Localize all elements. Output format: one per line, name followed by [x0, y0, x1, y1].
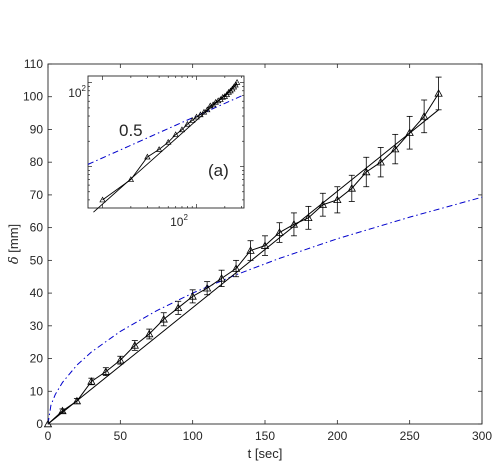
- x-tick-label: 50: [114, 429, 128, 443]
- inset-series-fit-line: [87, 94, 245, 165]
- data-point-marker: [217, 274, 226, 282]
- inset-data-point-marker: [214, 97, 222, 104]
- y-tick-label: 110: [24, 57, 43, 71]
- main-axis-ticks: 0 50 100 150 200 250 3000102030405060708090100…: [23, 57, 492, 443]
- inset-data-point-marker: [189, 117, 196, 123]
- x-tick-label: 150: [255, 429, 275, 443]
- y-tick-label: 20: [30, 352, 44, 366]
- data-point-marker: [246, 246, 255, 254]
- data-point-marker: [304, 213, 313, 222]
- x-tick-label: 300: [472, 429, 492, 443]
- data-point-marker: [347, 184, 356, 192]
- y-tick-label: 70: [30, 188, 44, 202]
- inset-data-point-marker: [221, 93, 229, 99]
- inset-y-tick-base: 10: [68, 86, 82, 100]
- inset-data-point-marker: [127, 176, 135, 182]
- y-axis-label: δ [mm]: [6, 224, 22, 264]
- inset-data-point-marker: [144, 153, 151, 160]
- y-tick-label: 80: [30, 155, 44, 169]
- inset-y-tick-exp: 2: [82, 84, 87, 93]
- data-point-marker: [275, 228, 284, 236]
- inset-panel-label: (a): [208, 161, 229, 180]
- x-tick-label: 200: [327, 429, 347, 443]
- x-axis-label: t [sec]: [248, 446, 283, 461]
- data-point-marker: [405, 128, 414, 136]
- x-tick-label: 0: [45, 429, 52, 443]
- y-tick-label: 10: [30, 384, 44, 398]
- x-tick-label: 250: [400, 429, 420, 443]
- data-point-marker: [391, 144, 400, 153]
- data-point-marker: [260, 241, 270, 249]
- inset-plot-layer: [87, 76, 245, 213]
- data-point-marker: [289, 220, 299, 228]
- data-point-marker: [72, 396, 82, 405]
- x-tick-label: 100: [183, 429, 203, 443]
- inset-x-tick-base: 10: [170, 215, 184, 229]
- data-point-marker: [231, 264, 241, 272]
- data-point-marker: [174, 303, 183, 312]
- data-point-marker: [419, 112, 429, 120]
- data-point-marker: [202, 283, 212, 292]
- inset-x-tick-label: 102: [170, 213, 188, 229]
- inset-data-point-marker: [184, 120, 191, 127]
- inset-x-tick-exp: 2: [183, 213, 188, 222]
- inset-series-linear-line: [93, 83, 238, 213]
- inset-y-tick-label: 102: [68, 84, 86, 100]
- inset-data-point-marker: [233, 78, 241, 85]
- y-axis-label-unit: [mm]: [6, 224, 21, 257]
- inset-data-point-marker: [225, 88, 232, 95]
- inset-data-point-marker: [172, 131, 179, 138]
- inset-frame: [87, 75, 245, 209]
- series-data-line: [47, 93, 440, 425]
- data-point-marker: [116, 355, 125, 364]
- y-tick-label: 50: [30, 253, 44, 267]
- y-tick-label: 0: [36, 417, 43, 431]
- y-tick-label: 100: [23, 90, 43, 104]
- inset-data-point-marker: [155, 146, 163, 152]
- data-point-marker: [362, 167, 371, 176]
- data-point-marker: [318, 200, 328, 208]
- data-point-marker: [130, 341, 139, 349]
- inset-data-point-marker: [212, 98, 219, 105]
- series-linear-line: [47, 109, 439, 425]
- data-point-marker: [333, 195, 342, 204]
- y-tick-label: 40: [30, 286, 44, 300]
- series-fit-line: [47, 196, 483, 425]
- data-point-marker: [58, 406, 67, 415]
- data-point-marker: [376, 157, 385, 166]
- inset-data-point-marker: [204, 106, 211, 113]
- inset-slope-label: 0.5: [119, 121, 143, 140]
- data-point-marker: [145, 329, 154, 338]
- inset-data-point-marker: [178, 126, 186, 133]
- y-axis-label-symbol: δ: [7, 256, 22, 264]
- data-point-marker: [159, 314, 168, 323]
- data-point-marker: [188, 292, 197, 300]
- data-point-marker: [101, 367, 111, 375]
- y-tick-label: 90: [30, 122, 44, 136]
- inset-data-point-marker: [165, 138, 172, 145]
- data-point-marker: [434, 89, 443, 97]
- y-tick-label: 30: [30, 319, 44, 333]
- inset-data-point-marker: [227, 87, 234, 94]
- y-tick-label: 60: [30, 221, 44, 235]
- main-plot-layer: [43, 76, 483, 428]
- data-point-marker: [87, 377, 96, 385]
- inset-data-point-marker: [99, 196, 106, 203]
